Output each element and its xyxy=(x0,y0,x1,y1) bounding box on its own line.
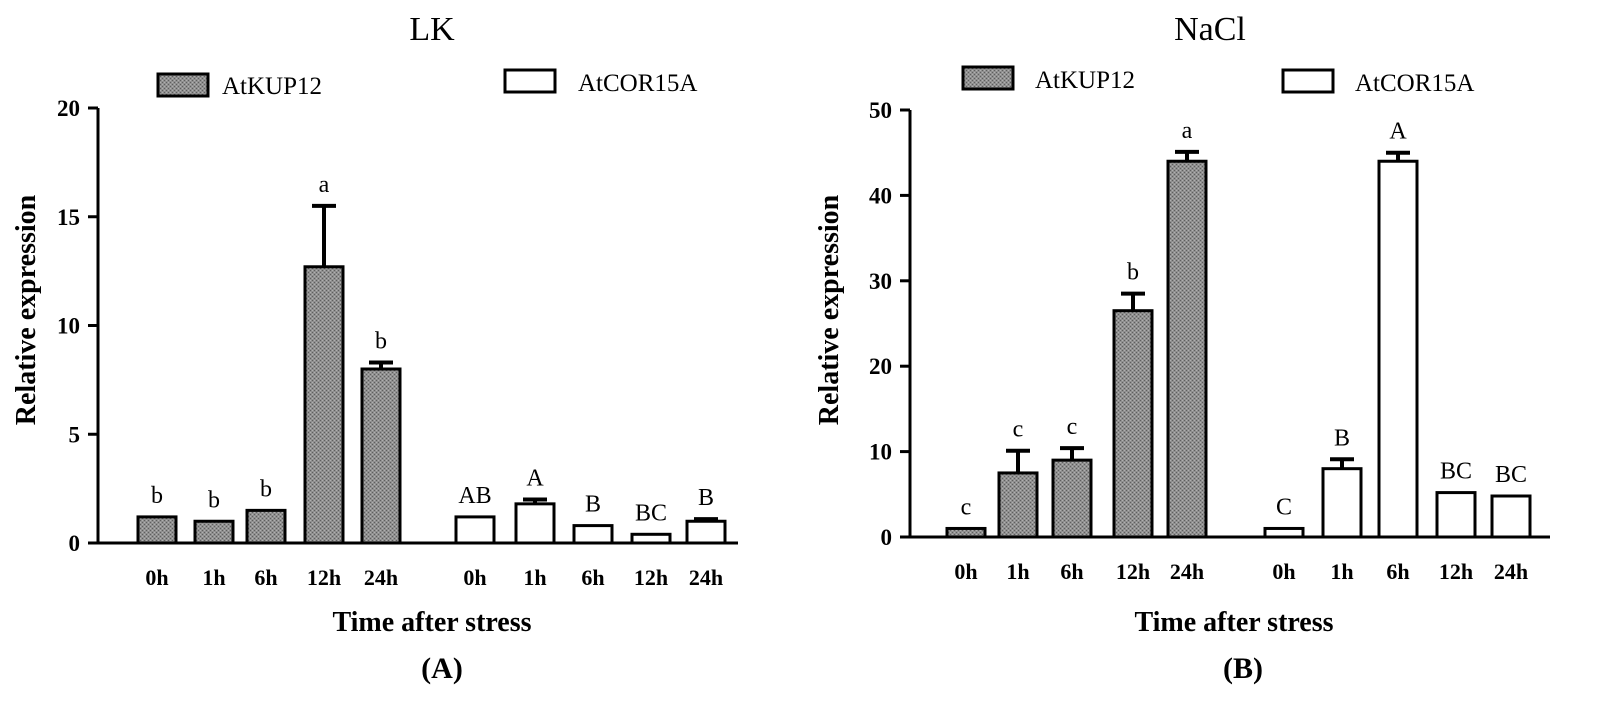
chart-b-x-tick-label: 1h xyxy=(1330,559,1353,584)
chart-a-bar-atkup12-24h xyxy=(360,367,402,545)
chart-a-x-axis-label: Time after stress xyxy=(332,607,531,638)
chart-b-significance-label: C xyxy=(1276,494,1292,520)
chart-a-x-tick-label: 12h xyxy=(307,565,341,590)
chart-a-legend: AtKUP12 AtCOR15A xyxy=(156,68,697,100)
chart-b-significance-label: b xyxy=(1127,260,1139,286)
chart-b-bar-atkup12-24h xyxy=(1166,159,1208,539)
chart-b-bar-atcor15a-12h xyxy=(1435,491,1477,539)
chart-b-significance-label: B xyxy=(1334,425,1350,451)
chart-b: NaCl Relative expression Time after stre… xyxy=(814,11,1550,685)
chart-a-legend-swatch-atcor15a xyxy=(503,68,557,94)
chart-b-significance-label: a xyxy=(1182,118,1193,144)
chart-b-title: NaCl xyxy=(1174,11,1246,48)
chart-b-bar-atcor15a-6h xyxy=(1377,159,1419,539)
chart-a-bar-atkup12-6h xyxy=(245,508,287,545)
chart-b-significance-label: c xyxy=(1067,414,1078,440)
chart-a-legend-swatch-atkup12 xyxy=(156,72,210,98)
chart-a-significance-label: AB xyxy=(458,483,491,509)
chart-a-significance-label: BC xyxy=(635,500,667,526)
chart-a-title: LK xyxy=(409,11,455,48)
chart-a-y-tick-label: 5 xyxy=(69,422,81,447)
chart-a-significance-label: b xyxy=(208,487,220,513)
chart-b-x-axis-label: Time after stress xyxy=(1134,607,1333,638)
chart-a-significance-label: A xyxy=(526,466,544,492)
chart-a-significance-label: B xyxy=(698,485,714,511)
chart-b-x-tick-label: 24h xyxy=(1494,559,1528,584)
chart-a-y-tick-label: 20 xyxy=(57,96,80,121)
chart-a-x-tick-label: 0h xyxy=(463,565,486,590)
chart-b-y-tick-label: 20 xyxy=(869,354,892,379)
chart-a-bar-atcor15a-1h xyxy=(514,502,556,545)
chart-a-x-tick-label: 1h xyxy=(202,565,225,590)
chart-a-x-tick-label: 1h xyxy=(523,565,546,590)
chart-a-legend-label-atcor15a: AtCOR15A xyxy=(578,70,697,97)
chart-b-x-tick-label: 24h xyxy=(1170,559,1204,584)
chart-a-x-tick-label: 24h xyxy=(689,565,723,590)
chart-a-x-tick-label: 12h xyxy=(634,565,668,590)
chart-a-bar-atkup12-1h xyxy=(193,519,235,545)
chart-a-y-tick-label: 15 xyxy=(57,205,80,230)
chart-a-bar-atcor15a-6h xyxy=(572,524,614,545)
chart-a-significance-label: a xyxy=(319,172,330,198)
chart-a-legend-label-atkup12: AtKUP12 xyxy=(222,73,322,100)
chart-b-x-tick-label: 6h xyxy=(1386,559,1409,584)
chart-b-y-axis-label: Relative expression xyxy=(814,194,845,425)
chart-b-legend-label-atkup12: AtKUP12 xyxy=(1035,67,1135,94)
chart-b-panel-label: (B) xyxy=(1223,652,1263,685)
chart-a-bar-atkup12-12h xyxy=(303,265,345,545)
chart-b-legend: AtKUP12 AtCOR15A xyxy=(961,65,1474,97)
chart-b-bar-atcor15a-24h xyxy=(1490,494,1532,539)
chart-a-bar-atcor15a-24h xyxy=(685,519,727,545)
chart-b-significance-label: BC xyxy=(1440,459,1472,485)
chart-a-y-axis-label: Relative expression xyxy=(11,194,42,425)
chart-b-bar-atcor15a-0h xyxy=(1263,526,1305,539)
chart-b-legend-swatch-atcor15a xyxy=(1281,68,1335,94)
chart-b-y-tick-label: 0 xyxy=(881,525,893,550)
chart-b-x-tick-label: 0h xyxy=(954,559,977,584)
chart-b-y-tick-label: 50 xyxy=(869,98,892,123)
chart-a-significance-label: b xyxy=(151,483,163,509)
chart-b-x-tick-label: 0h xyxy=(1272,559,1295,584)
chart-b-y-tick-label: 30 xyxy=(869,269,892,294)
chart-b-legend-swatch-atkup12 xyxy=(961,65,1015,91)
chart-b-significance-label: BC xyxy=(1495,462,1527,488)
chart-a-bar-atcor15a-0h xyxy=(454,515,496,545)
chart-a-y-tick-label: 0 xyxy=(69,531,81,556)
chart-b-significance-label: A xyxy=(1389,119,1407,145)
chart-b-bar-atcor15a-1h xyxy=(1321,467,1363,539)
chart-a-x-tick-label: 6h xyxy=(254,565,277,590)
chart-a-x-tick-label: 0h xyxy=(145,565,168,590)
chart-b-significance-label: c xyxy=(1013,417,1024,443)
chart-a-y-tick-label: 10 xyxy=(57,314,80,339)
chart-b-legend-label-atcor15a: AtCOR15A xyxy=(1355,70,1474,97)
chart-a-bar-atkup12-0h xyxy=(136,515,178,545)
chart-a-bar-atcor15a-12h xyxy=(630,532,672,545)
chart-a-significance-label: b xyxy=(375,328,387,354)
chart-a: LK Relative expression Time after stress… xyxy=(11,11,738,685)
chart-a-x-tick-label: 6h xyxy=(581,565,604,590)
chart-a-significance-label: B xyxy=(585,492,601,518)
chart-b-bar-atkup12-12h xyxy=(1112,309,1154,539)
chart-a-panel-label: (A) xyxy=(421,652,463,685)
chart-b-x-tick-label: 12h xyxy=(1116,559,1150,584)
chart-b-bar-atkup12-6h xyxy=(1051,458,1093,539)
chart-b-significance-label: c xyxy=(961,494,972,520)
chart-a-x-tick-label: 24h xyxy=(364,565,398,590)
chart-b-x-tick-label: 6h xyxy=(1060,559,1083,584)
chart-b-y-tick-label: 10 xyxy=(869,440,892,465)
chart-b-bar-atkup12-1h xyxy=(997,471,1039,539)
chart-b-bar-atkup12-0h xyxy=(945,526,987,539)
chart-b-x-tick-label: 1h xyxy=(1006,559,1029,584)
chart-b-x-tick-label: 12h xyxy=(1439,559,1473,584)
chart-b-y-tick-label: 40 xyxy=(869,183,892,208)
chart-a-significance-label: b xyxy=(260,476,272,502)
